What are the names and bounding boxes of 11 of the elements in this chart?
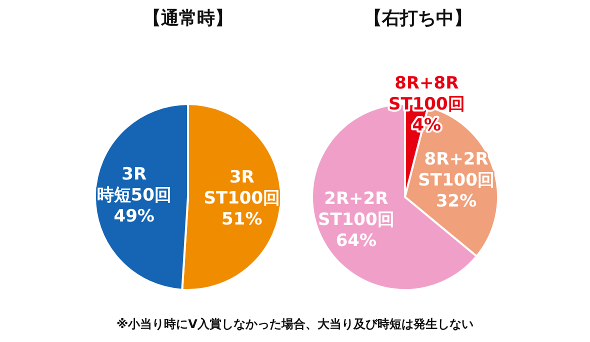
data-label: 49% (114, 206, 154, 226)
data-label: 51% (222, 210, 262, 230)
chart-title: 【右打ち中】 (364, 8, 472, 29)
slice-label: 8R+2R ST100回 (418, 149, 494, 190)
slice-label: 3R 時短50回 (96, 164, 172, 206)
text: ※小当り時にV入賞しなかった場合、大当り及び時短は発生しない (116, 317, 474, 331)
slice-label: 2R+2R ST100回 (318, 188, 394, 230)
data-label: 32% (436, 191, 477, 212)
data-label: 64% (336, 230, 377, 251)
chart-title: 【通常時】 (143, 8, 233, 29)
slice-label: 3R ST100回 (204, 168, 280, 209)
